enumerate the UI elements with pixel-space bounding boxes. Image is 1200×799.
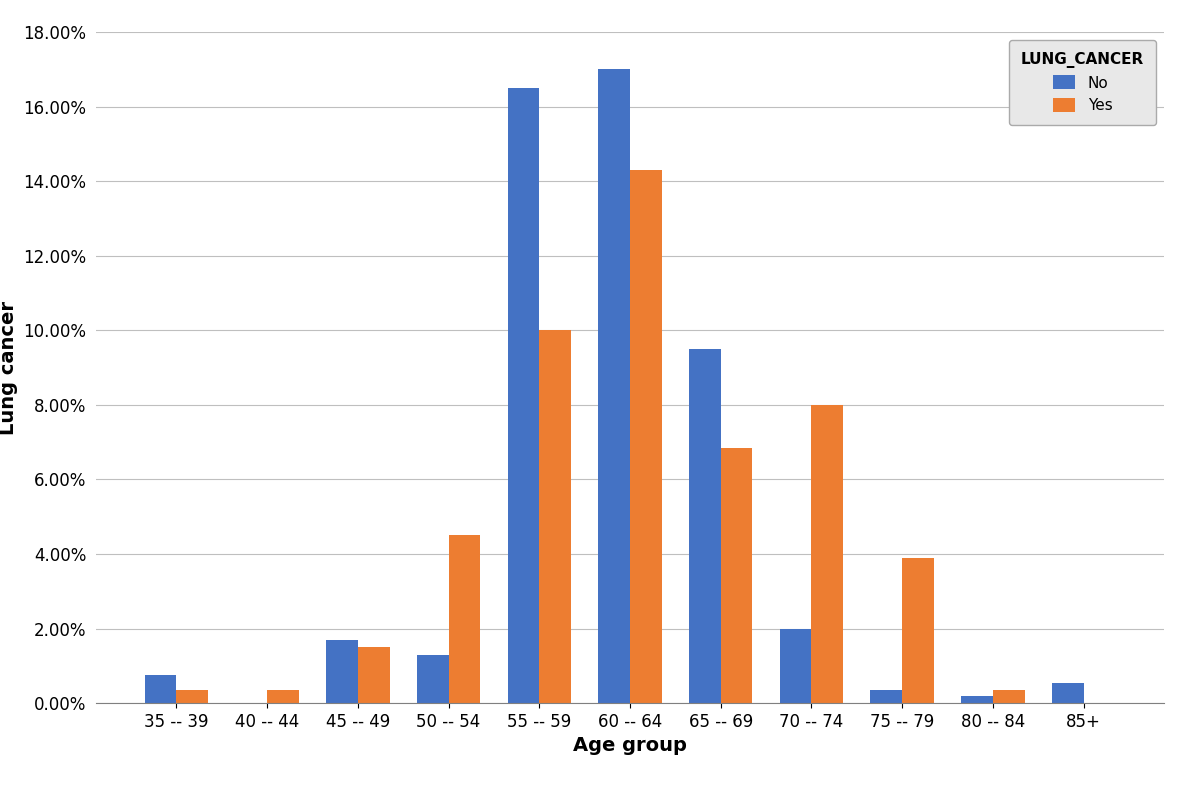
X-axis label: Age group: Age group [574,737,686,755]
Bar [539,330,571,703]
Bar [268,690,299,703]
Bar [176,690,208,703]
Bar [416,654,449,703]
Bar [689,349,721,703]
Bar [1052,682,1084,703]
Bar [902,558,934,703]
Bar [358,647,390,703]
Bar [144,675,176,703]
Bar [870,690,902,703]
Bar [599,70,630,703]
Bar [961,696,992,703]
Bar [992,690,1025,703]
Bar [326,640,358,703]
Bar [811,405,844,703]
Bar [630,170,661,703]
Bar [508,88,539,703]
Bar [449,535,480,703]
Bar [721,447,752,703]
Legend: No, Yes: No, Yes [1009,40,1157,125]
Y-axis label: Lung cancer: Lung cancer [0,300,18,435]
Bar [780,629,811,703]
